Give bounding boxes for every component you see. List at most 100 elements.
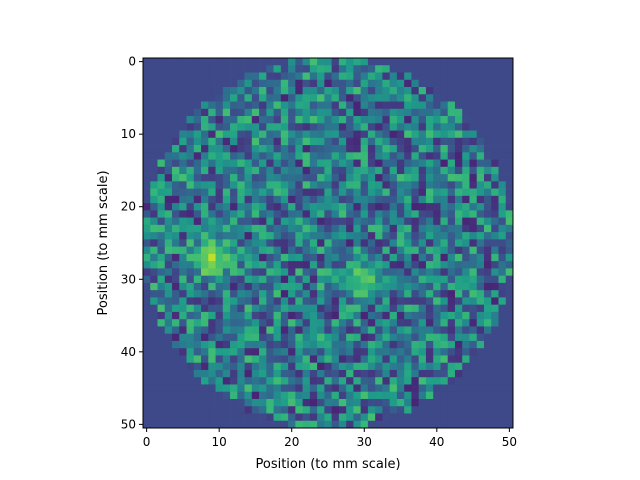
heatmap-cell bbox=[208, 311, 216, 320]
heatmap-cell bbox=[454, 420, 463, 429]
heatmap-cell bbox=[425, 145, 434, 153]
heatmap-cell bbox=[505, 116, 514, 124]
heatmap-cell bbox=[360, 166, 369, 175]
heatmap-cell bbox=[288, 246, 296, 255]
heatmap-cell bbox=[150, 58, 158, 66]
heatmap-cell bbox=[295, 261, 303, 269]
heatmap-cell bbox=[201, 282, 209, 291]
heatmap-cell bbox=[418, 348, 427, 356]
heatmap-cell bbox=[454, 188, 463, 197]
heatmap-cell bbox=[302, 261, 311, 269]
heatmap-cell bbox=[389, 217, 398, 226]
heatmap-cell bbox=[483, 72, 492, 81]
heatmap-cell bbox=[411, 217, 420, 226]
heatmap-cell bbox=[317, 340, 325, 349]
heatmap-cell bbox=[346, 304, 354, 313]
heatmap-cell bbox=[360, 268, 369, 276]
heatmap-cell bbox=[164, 261, 173, 269]
heatmap-cell bbox=[367, 268, 376, 276]
heatmap-cell bbox=[505, 210, 514, 218]
heatmap-cell bbox=[157, 232, 166, 240]
heatmap-cell bbox=[411, 275, 420, 284]
heatmap-cell bbox=[230, 246, 238, 255]
heatmap-cell bbox=[454, 217, 463, 226]
heatmap-cell bbox=[230, 58, 238, 66]
heatmap-cell bbox=[440, 217, 449, 226]
heatmap-cell bbox=[418, 420, 427, 429]
heatmap-cell bbox=[360, 369, 369, 378]
heatmap-cell bbox=[244, 253, 253, 262]
heatmap-cell bbox=[346, 203, 354, 211]
heatmap-cell bbox=[237, 130, 245, 139]
heatmap-cell bbox=[266, 311, 274, 320]
heatmap-cell bbox=[302, 290, 311, 298]
heatmap-cell bbox=[469, 282, 478, 291]
heatmap-cell bbox=[208, 188, 216, 197]
heatmap-cell bbox=[425, 224, 434, 233]
heatmap-cell bbox=[338, 261, 347, 269]
heatmap-cell bbox=[491, 87, 499, 95]
heatmap-cell bbox=[201, 188, 209, 197]
heatmap-cell bbox=[396, 203, 405, 211]
heatmap-cell bbox=[309, 166, 318, 175]
heatmap-cell bbox=[251, 181, 260, 189]
heatmap-cell bbox=[186, 340, 195, 349]
heatmap-cell bbox=[179, 137, 187, 146]
heatmap-cell bbox=[324, 101, 332, 110]
heatmap-cell bbox=[346, 406, 354, 414]
heatmap-cell bbox=[367, 116, 376, 124]
heatmap-cell bbox=[309, 72, 318, 81]
heatmap-cell bbox=[259, 166, 267, 175]
heatmap-cell bbox=[164, 304, 173, 313]
heatmap-cell bbox=[143, 174, 151, 182]
heatmap-cell bbox=[346, 116, 354, 124]
heatmap-cell bbox=[462, 232, 470, 240]
heatmap-cell bbox=[382, 420, 391, 429]
heatmap-cell bbox=[186, 130, 195, 139]
heatmap-cell bbox=[382, 253, 391, 262]
heatmap-cell bbox=[324, 188, 332, 197]
heatmap-cell bbox=[440, 311, 449, 320]
heatmap-cell bbox=[462, 406, 470, 414]
heatmap-cell bbox=[324, 333, 332, 342]
heatmap-cell bbox=[346, 391, 354, 400]
heatmap-cell bbox=[280, 319, 289, 327]
heatmap-cell bbox=[440, 123, 449, 131]
heatmap-cell bbox=[404, 72, 412, 81]
heatmap-cell bbox=[476, 217, 485, 226]
heatmap-cell bbox=[433, 123, 441, 131]
heatmap-cell bbox=[382, 282, 391, 291]
heatmap-cell bbox=[476, 65, 485, 73]
heatmap-cell bbox=[150, 297, 158, 306]
heatmap-cell bbox=[331, 152, 340, 160]
heatmap-cell bbox=[273, 159, 282, 168]
heatmap-cell bbox=[483, 239, 492, 247]
heatmap-cell bbox=[244, 94, 253, 102]
heatmap-cell bbox=[324, 297, 332, 306]
heatmap-cell bbox=[505, 319, 514, 327]
heatmap-cell bbox=[172, 116, 180, 124]
heatmap-cell bbox=[462, 348, 470, 356]
heatmap-cell bbox=[302, 79, 311, 88]
heatmap-cell bbox=[230, 72, 238, 81]
heatmap-cell bbox=[425, 319, 434, 327]
heatmap-cell bbox=[447, 159, 456, 168]
heatmap-cell bbox=[498, 87, 507, 95]
heatmap-cell bbox=[143, 355, 151, 364]
heatmap-cell bbox=[346, 420, 354, 429]
heatmap-cell bbox=[433, 239, 441, 247]
heatmap-cell bbox=[237, 123, 245, 131]
heatmap-cell bbox=[259, 384, 267, 393]
heatmap-cell bbox=[201, 377, 209, 385]
heatmap-cell bbox=[382, 362, 391, 371]
heatmap-cell bbox=[157, 123, 166, 131]
heatmap-cell bbox=[418, 94, 427, 102]
heatmap-cell bbox=[280, 101, 289, 110]
heatmap-cell bbox=[353, 282, 361, 291]
heatmap-cell bbox=[172, 253, 180, 262]
heatmap-cell bbox=[295, 275, 303, 284]
heatmap-cell bbox=[505, 398, 514, 407]
heatmap-cell bbox=[157, 282, 166, 291]
heatmap-cell bbox=[396, 413, 405, 422]
heatmap-cell bbox=[346, 152, 354, 160]
